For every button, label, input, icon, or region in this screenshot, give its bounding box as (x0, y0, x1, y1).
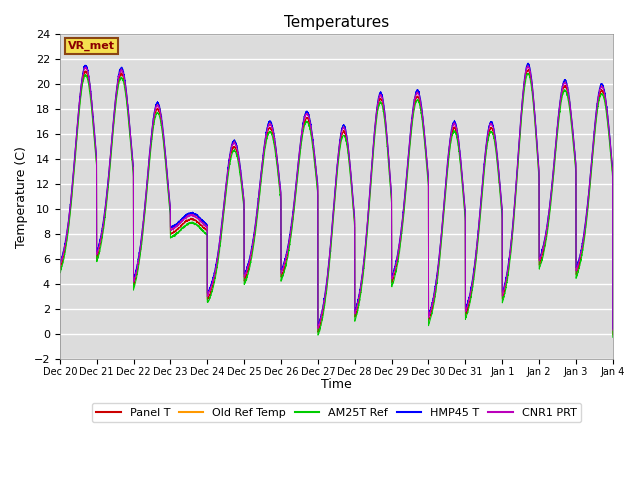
Old Ref Temp (609, 161, 616, 167)
CNR1 PRT (56, 263, 63, 269)
CNR1 PRT (316, 320, 323, 326)
Line: Panel T: Panel T (60, 70, 613, 335)
AM25T Ref (524, 71, 531, 76)
Panel T (609, 166, 616, 172)
Old Ref Temp (492, 137, 499, 143)
Text: VR_met: VR_met (68, 41, 115, 51)
X-axis label: Time: Time (321, 378, 351, 391)
Old Ref Temp (56, 262, 63, 268)
Line: HMP45 T: HMP45 T (60, 63, 613, 329)
AM25T Ref (156, 113, 163, 119)
Old Ref Temp (156, 104, 163, 110)
Title: Temperatures: Temperatures (284, 15, 389, 30)
HMP45 T (609, 159, 616, 165)
Old Ref Temp (609, 326, 617, 332)
AM25T Ref (460, 205, 468, 211)
Line: AM25T Ref: AM25T Ref (60, 73, 613, 337)
Legend: Panel T, Old Ref Temp, AM25T Ref, HMP45 T, CNR1 PRT: Panel T, Old Ref Temp, AM25T Ref, HMP45 … (92, 403, 581, 422)
AM25T Ref (429, 302, 437, 308)
Old Ref Temp (429, 294, 437, 300)
Old Ref Temp (460, 196, 468, 202)
CNR1 PRT (492, 138, 499, 144)
AM25T Ref (609, 335, 617, 340)
Panel T (429, 300, 437, 305)
CNR1 PRT (524, 63, 531, 69)
Old Ref Temp (316, 319, 323, 324)
AM25T Ref (609, 170, 616, 176)
HMP45 T (460, 195, 468, 201)
CNR1 PRT (156, 105, 163, 111)
Panel T (460, 201, 468, 207)
HMP45 T (609, 326, 617, 332)
Old Ref Temp (524, 62, 532, 68)
HMP45 T (492, 136, 499, 142)
Line: CNR1 PRT: CNR1 PRT (60, 66, 613, 330)
HMP45 T (524, 60, 532, 66)
HMP45 T (56, 260, 63, 266)
CNR1 PRT (429, 296, 437, 301)
HMP45 T (156, 103, 163, 109)
Panel T (524, 67, 532, 72)
CNR1 PRT (609, 162, 616, 168)
Y-axis label: Temperature (C): Temperature (C) (15, 146, 28, 248)
AM25T Ref (316, 327, 323, 333)
CNR1 PRT (609, 327, 617, 333)
HMP45 T (429, 294, 437, 300)
Panel T (316, 324, 323, 330)
CNR1 PRT (460, 197, 468, 203)
Panel T (156, 108, 163, 114)
Panel T (609, 332, 617, 337)
Panel T (492, 143, 499, 148)
HMP45 T (316, 317, 323, 323)
Line: Old Ref Temp: Old Ref Temp (60, 65, 613, 329)
AM25T Ref (56, 270, 63, 276)
AM25T Ref (492, 146, 499, 152)
Panel T (56, 267, 63, 273)
